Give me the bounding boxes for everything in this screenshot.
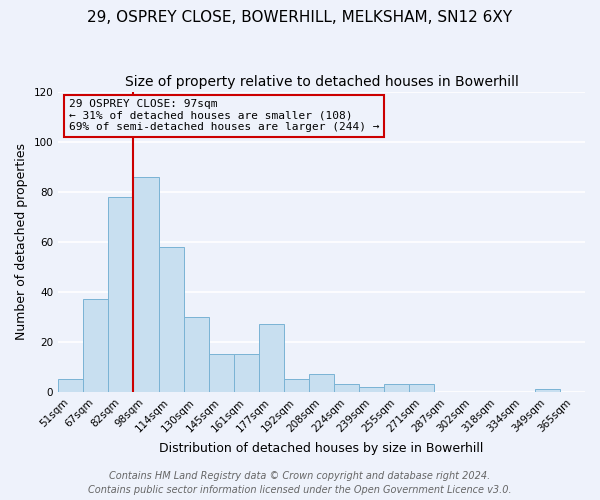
Bar <box>133 176 158 392</box>
Bar <box>535 390 560 392</box>
Bar <box>109 196 133 392</box>
Text: Contains HM Land Registry data © Crown copyright and database right 2024.
Contai: Contains HM Land Registry data © Crown c… <box>88 471 512 495</box>
Bar <box>334 384 359 392</box>
Title: Size of property relative to detached houses in Bowerhill: Size of property relative to detached ho… <box>125 75 518 89</box>
Bar <box>158 247 184 392</box>
Text: 29 OSPREY CLOSE: 97sqm
← 31% of detached houses are smaller (108)
69% of semi-de: 29 OSPREY CLOSE: 97sqm ← 31% of detached… <box>69 99 379 132</box>
Text: 29, OSPREY CLOSE, BOWERHILL, MELKSHAM, SN12 6XY: 29, OSPREY CLOSE, BOWERHILL, MELKSHAM, S… <box>88 10 512 25</box>
Bar <box>359 387 385 392</box>
Bar <box>58 380 83 392</box>
Bar <box>184 317 209 392</box>
Bar <box>83 300 109 392</box>
Bar <box>209 354 234 392</box>
Bar <box>385 384 409 392</box>
Bar <box>409 384 434 392</box>
X-axis label: Distribution of detached houses by size in Bowerhill: Distribution of detached houses by size … <box>160 442 484 455</box>
Bar <box>284 380 309 392</box>
Y-axis label: Number of detached properties: Number of detached properties <box>15 144 28 340</box>
Bar <box>234 354 259 392</box>
Bar <box>259 324 284 392</box>
Bar <box>309 374 334 392</box>
